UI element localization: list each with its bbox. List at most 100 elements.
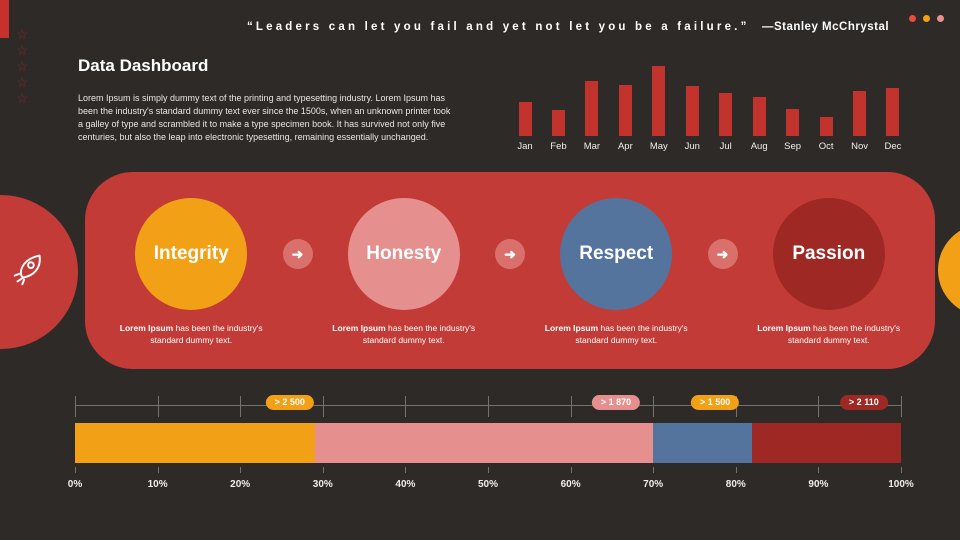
month-bar bbox=[886, 88, 900, 136]
axis-label: 60% bbox=[560, 479, 581, 490]
progress-segment-passion bbox=[752, 423, 901, 463]
month-label: Mar bbox=[583, 141, 601, 152]
month-column: Oct bbox=[811, 56, 841, 152]
axis-tick-bottom bbox=[818, 467, 820, 473]
right-accent-circle bbox=[938, 224, 960, 316]
axis-tick-bottom bbox=[735, 467, 737, 473]
axis-label: 80% bbox=[725, 479, 746, 490]
window-dot-icon bbox=[909, 15, 916, 22]
axis-tick-bottom bbox=[488, 467, 489, 473]
axis-tick-bottom bbox=[75, 467, 76, 473]
arrow-icon: ➜ bbox=[495, 239, 525, 269]
axis-tick-bottom bbox=[157, 467, 159, 473]
window-dots bbox=[909, 15, 944, 22]
month-bar bbox=[551, 110, 565, 136]
window-dot-icon bbox=[923, 15, 930, 22]
axis-label: 20% bbox=[230, 479, 251, 490]
axis-tick-bottom bbox=[570, 467, 572, 473]
left-accent-circle bbox=[0, 195, 78, 349]
corner-accent-bar bbox=[0, 0, 9, 38]
rocket-icon bbox=[13, 254, 41, 286]
star-icon: ☆ bbox=[16, 58, 29, 74]
month-label: Jun bbox=[684, 141, 700, 152]
axis-label: 100% bbox=[888, 479, 914, 490]
axis-tick-top bbox=[157, 396, 159, 417]
arrow-icon: ➜ bbox=[282, 239, 313, 269]
axis-tick-bottom bbox=[240, 467, 242, 473]
quote: “Leaders can let you fail and yet not le… bbox=[240, 21, 896, 33]
quote-author: —Stanley McChrystal bbox=[761, 21, 890, 33]
value-description-lead: Lorem Ipsum bbox=[119, 323, 174, 333]
month-label: Feb bbox=[550, 141, 567, 152]
values-row: Integrity Lorem Ipsum has been the indust… bbox=[85, 172, 935, 369]
month-column: Dec bbox=[878, 56, 908, 152]
month-chart-bars: Jan Feb Mar Apr May Jun Jul Aug Sep Oct Nov Dec bbox=[510, 56, 908, 152]
month-label: Nov bbox=[851, 141, 868, 152]
star-icon: ☆ bbox=[16, 42, 29, 58]
axis-tick-top bbox=[405, 396, 407, 417]
axis-tick-bottom bbox=[901, 467, 902, 473]
axis-tick-top bbox=[75, 396, 76, 417]
value-description: Lorem Ipsum has been the industry's stan… bbox=[119, 323, 263, 346]
value-item: Honesty Lorem Ipsum has been the industry… bbox=[298, 172, 511, 369]
month-bar bbox=[618, 85, 632, 136]
axis-tick-top bbox=[322, 396, 324, 417]
star-icon: ☆ bbox=[16, 90, 29, 106]
progress-segment-respect bbox=[653, 423, 753, 463]
month-column: Apr bbox=[610, 56, 640, 152]
month-column: Jan bbox=[510, 56, 540, 152]
axis-label: 10% bbox=[147, 479, 168, 490]
quote-text: “Leaders can let you fail and yet not le… bbox=[246, 21, 750, 33]
value-circle-integrity: Integrity bbox=[135, 198, 248, 310]
progress-track bbox=[75, 423, 901, 463]
arrow-icon: ➜ bbox=[707, 239, 738, 269]
progress-chart: 0% 10% 20% 30% 40% 50% 60% 70% 80% 90% 100% > 2 500… bbox=[68, 391, 914, 511]
value-item: Respect Lorem Ipsum has been the industry… bbox=[510, 172, 723, 369]
month-column: Mar bbox=[577, 56, 607, 152]
value-item: Passion Lorem Ipsum has been the industry… bbox=[723, 172, 936, 369]
month-bar bbox=[652, 66, 666, 136]
value-description: Lorem Ipsum has been the industry's stan… bbox=[332, 323, 476, 346]
month-bar-chart: Jan Feb Mar Apr May Jun Jul Aug Sep Oct Nov Dec bbox=[510, 56, 908, 152]
value-description: Lorem Ipsum has been the industry's stan… bbox=[544, 323, 688, 346]
value-circle-passion: Passion bbox=[772, 198, 885, 310]
axis-label: 30% bbox=[312, 479, 333, 490]
axis-tick-top bbox=[901, 396, 902, 417]
month-bar bbox=[685, 86, 699, 136]
axis-label: 0% bbox=[67, 479, 83, 490]
axis-tick-top bbox=[653, 396, 655, 417]
value-description: Lorem Ipsum has been the industry's stan… bbox=[757, 323, 901, 346]
month-label: Jan bbox=[517, 141, 533, 152]
star-icon: ☆ bbox=[16, 74, 29, 90]
axis-tick-top bbox=[488, 396, 489, 417]
month-label: Jul bbox=[719, 141, 732, 152]
value-circle-respect: Respect bbox=[560, 198, 673, 310]
month-label: Aug bbox=[750, 141, 768, 152]
axis-tick-bottom bbox=[405, 467, 407, 473]
month-bar bbox=[518, 102, 532, 136]
window-dot-icon bbox=[937, 15, 944, 22]
value-circle-honesty: Honesty bbox=[347, 198, 460, 310]
value-badge: > 2 110 bbox=[839, 395, 888, 410]
month-column: Jul bbox=[711, 56, 741, 152]
month-label: Dec bbox=[884, 141, 902, 152]
month-column: Nov bbox=[845, 56, 875, 152]
month-column: Feb bbox=[543, 56, 573, 152]
axis-tick-top bbox=[818, 396, 820, 417]
progress-segment-integrity bbox=[75, 423, 315, 463]
axis-tick-top bbox=[240, 396, 242, 417]
page-title: Data Dashboard bbox=[78, 56, 209, 75]
axis-label: 50% bbox=[477, 479, 499, 490]
month-bar bbox=[786, 109, 800, 136]
star-column: ☆ ☆ ☆ ☆ ☆ bbox=[16, 26, 29, 106]
month-label: Oct bbox=[818, 141, 834, 152]
axis-tick-top bbox=[570, 396, 572, 417]
month-bar bbox=[752, 97, 766, 136]
value-badge: > 1 870 bbox=[591, 395, 641, 410]
month-bar bbox=[853, 91, 867, 136]
month-column: Jun bbox=[677, 56, 707, 152]
values-banner: Integrity Lorem Ipsum has been the indust… bbox=[85, 172, 935, 369]
month-column: Sep bbox=[778, 56, 808, 152]
value-description-lead: Lorem Ipsum bbox=[757, 323, 811, 333]
